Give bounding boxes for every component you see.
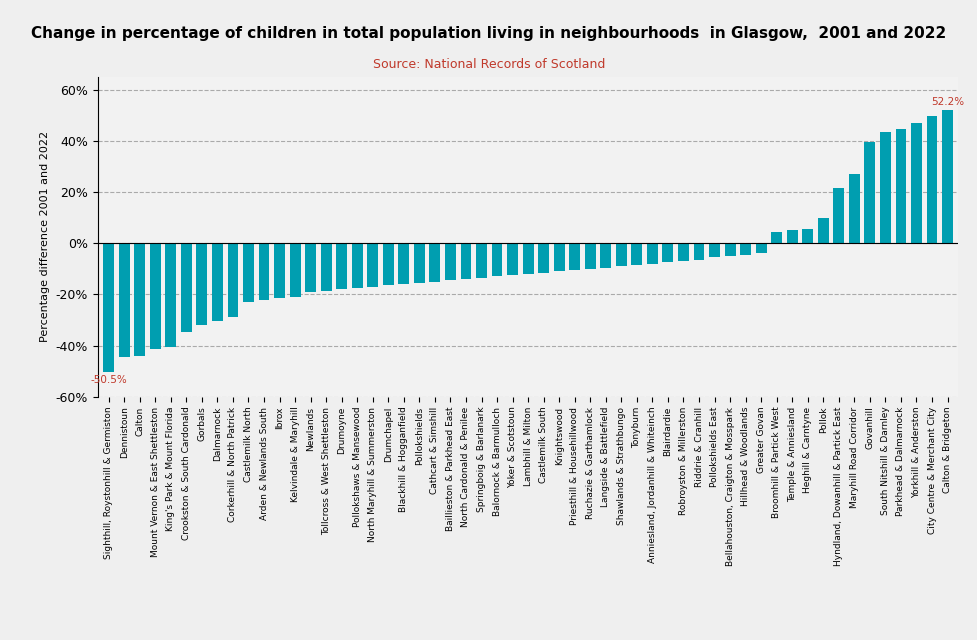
Bar	[864, 142, 874, 243]
Bar	[522, 243, 533, 274]
Bar	[879, 132, 890, 243]
Text: Change in percentage of children in total population living in neighbourhoods  i: Change in percentage of children in tota…	[31, 26, 946, 40]
Bar	[786, 230, 797, 243]
Bar	[243, 243, 254, 302]
Bar	[771, 232, 782, 243]
Bar	[755, 243, 766, 253]
Bar	[352, 243, 362, 288]
Bar	[149, 243, 160, 349]
Bar	[817, 218, 828, 243]
Bar	[616, 243, 626, 266]
Bar	[305, 243, 316, 292]
Bar	[647, 243, 658, 264]
Bar	[724, 243, 735, 256]
Text: Source: National Records of Scotland: Source: National Records of Scotland	[372, 58, 605, 70]
Bar	[104, 243, 114, 372]
Bar	[911, 123, 921, 243]
Bar	[320, 243, 331, 291]
Bar	[491, 243, 502, 276]
Bar	[801, 229, 812, 243]
Bar	[336, 243, 347, 289]
Bar	[895, 129, 906, 243]
Bar	[212, 243, 223, 321]
Bar	[398, 243, 408, 284]
Bar	[228, 243, 238, 317]
Bar	[134, 243, 145, 356]
Bar	[165, 243, 176, 347]
Bar	[181, 243, 191, 332]
Bar	[413, 243, 424, 283]
Bar	[740, 243, 750, 255]
Bar	[631, 243, 642, 265]
Bar	[600, 243, 611, 268]
Bar	[941, 109, 952, 243]
Bar	[708, 243, 719, 257]
Bar	[476, 243, 487, 278]
Bar	[661, 243, 673, 262]
Bar	[537, 243, 548, 273]
Bar	[274, 243, 284, 298]
Bar	[832, 188, 843, 243]
Bar	[445, 243, 455, 280]
Bar	[584, 243, 595, 269]
Bar	[382, 243, 394, 285]
Text: -50.5%: -50.5%	[90, 375, 127, 385]
Bar	[569, 243, 579, 270]
Bar	[925, 116, 937, 243]
Bar	[118, 243, 130, 357]
Bar	[258, 243, 270, 300]
Bar	[677, 243, 688, 261]
Bar	[460, 243, 471, 279]
Bar	[848, 174, 859, 243]
Bar	[196, 243, 207, 325]
Y-axis label: Percentage difference 2001 and 2022: Percentage difference 2001 and 2022	[40, 131, 50, 342]
Bar	[507, 243, 518, 275]
Bar	[553, 243, 564, 271]
Bar	[429, 243, 440, 282]
Bar	[693, 243, 703, 260]
Bar	[367, 243, 378, 287]
Text: 52.2%: 52.2%	[930, 97, 963, 107]
Bar	[289, 243, 300, 297]
